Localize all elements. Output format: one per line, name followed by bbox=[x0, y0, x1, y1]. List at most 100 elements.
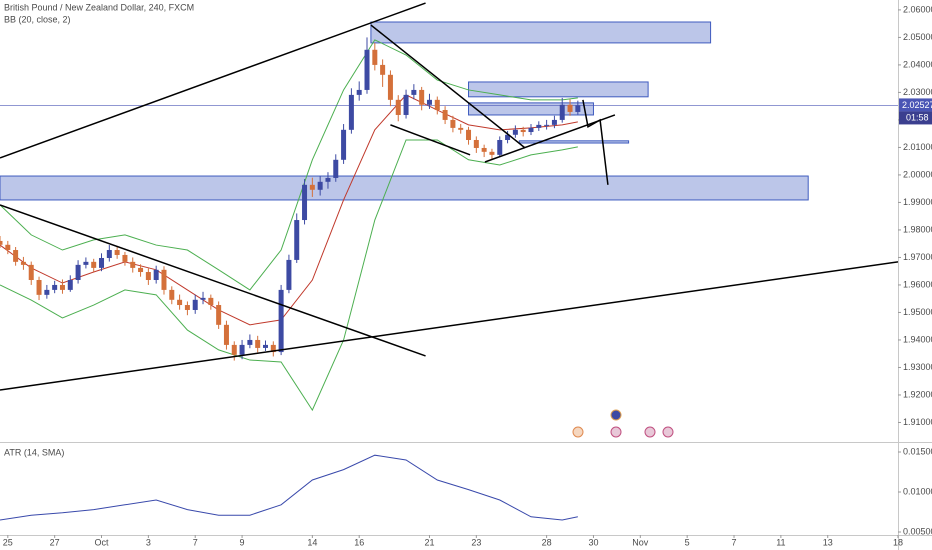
candle-body bbox=[91, 261, 97, 268]
x-tick-label: 7 bbox=[732, 537, 737, 547]
candle-body bbox=[528, 127, 534, 133]
y-tick-label: 1.94000 bbox=[903, 334, 932, 344]
indicator-label: BB (20, close, 2) bbox=[4, 14, 71, 24]
candle-body bbox=[559, 104, 565, 120]
candle-body bbox=[28, 264, 34, 280]
x-tick-label: 16 bbox=[354, 537, 364, 547]
candle-body bbox=[497, 139, 503, 155]
candle-body bbox=[114, 250, 120, 255]
candle-body bbox=[325, 177, 331, 182]
x-tick-label: 7 bbox=[193, 537, 198, 547]
y-tick-label: 1.96000 bbox=[903, 279, 932, 289]
candle-body bbox=[130, 261, 136, 268]
candle-body bbox=[481, 147, 487, 152]
x-tick-label: 5 bbox=[685, 537, 690, 547]
atr-label: ATR (14, SMA) bbox=[4, 447, 64, 457]
candle-body bbox=[419, 89, 425, 105]
candle-body bbox=[36, 279, 42, 295]
candle-body bbox=[380, 64, 386, 75]
candle-body bbox=[544, 124, 550, 126]
event-icon[interactable] bbox=[662, 426, 674, 438]
candle-body bbox=[458, 127, 464, 130]
candle-body bbox=[145, 272, 151, 280]
candle-body bbox=[426, 99, 432, 105]
candle-body bbox=[536, 124, 542, 128]
trend-line bbox=[484, 114, 616, 163]
candle-body bbox=[5, 244, 11, 251]
candle-body bbox=[106, 250, 112, 258]
candle-body bbox=[575, 105, 581, 112]
candle-body bbox=[372, 49, 378, 65]
trend-line bbox=[370, 24, 526, 149]
candle-body bbox=[403, 94, 409, 115]
chart-title: British Pound / New Zealand Dollar, 240,… bbox=[4, 2, 194, 12]
candle-body bbox=[247, 339, 253, 345]
candle-body bbox=[231, 344, 237, 355]
bollinger-band bbox=[0, 94, 578, 326]
trend-line bbox=[582, 99, 609, 185]
zone bbox=[468, 81, 649, 98]
trend-line bbox=[0, 2, 426, 159]
x-tick-label: Nov bbox=[632, 537, 649, 547]
candle-body bbox=[520, 129, 526, 133]
y-tick-label: 1.91000 bbox=[903, 417, 932, 427]
x-tick-label: 3 bbox=[146, 537, 151, 547]
candle-body bbox=[309, 184, 315, 190]
candle-body bbox=[473, 139, 479, 148]
candle-body bbox=[75, 264, 81, 280]
countdown-label: 01:58 bbox=[906, 112, 929, 122]
x-tick-label: 18 bbox=[893, 537, 903, 547]
bollinger-band bbox=[0, 139, 578, 412]
x-tick-label: 9 bbox=[240, 537, 245, 547]
event-icon[interactable] bbox=[644, 426, 656, 438]
candle-body bbox=[302, 184, 308, 221]
candle-body bbox=[387, 74, 393, 100]
main-panel bbox=[0, 2, 898, 412]
candle-body bbox=[294, 220, 300, 260]
candle-body bbox=[442, 110, 448, 120]
y-tick-label: 2.05000 bbox=[903, 32, 932, 42]
x-tick-label: 11 bbox=[776, 537, 785, 547]
x-tick-label: 25 bbox=[3, 537, 13, 547]
candle-body bbox=[138, 267, 144, 273]
x-tick-label: 21 bbox=[424, 537, 434, 547]
candle-body bbox=[59, 284, 65, 290]
candle-body bbox=[551, 119, 557, 125]
candle-body bbox=[395, 99, 401, 115]
candle-body bbox=[317, 181, 323, 190]
candle-body bbox=[44, 289, 50, 295]
event-icon[interactable] bbox=[610, 409, 622, 421]
y-tick-label: 1.92000 bbox=[903, 389, 932, 399]
candle-body bbox=[192, 299, 198, 310]
y-tick-label: 1.98000 bbox=[903, 224, 932, 234]
y-tick-label: 1.93000 bbox=[903, 362, 932, 372]
y-tick-label: 0.01500 bbox=[903, 446, 932, 456]
zone bbox=[518, 140, 630, 144]
candle-body bbox=[466, 129, 472, 140]
event-icon[interactable] bbox=[572, 426, 584, 438]
candle-body bbox=[177, 299, 183, 306]
candle-body bbox=[286, 259, 292, 290]
last-price-box bbox=[899, 98, 932, 112]
countdown-box bbox=[899, 111, 932, 125]
candle-body bbox=[208, 297, 214, 306]
candle-body bbox=[200, 297, 206, 300]
x-tick-label: 14 bbox=[307, 537, 317, 547]
x-tick-label: 13 bbox=[823, 537, 833, 547]
event-icons bbox=[572, 409, 674, 438]
x-tick-label: 28 bbox=[542, 537, 552, 547]
y-tick-label: 2.04000 bbox=[903, 59, 932, 69]
y-tick-label: 2.06000 bbox=[903, 4, 932, 14]
candle-body bbox=[67, 279, 73, 290]
x-tick-label: Oct bbox=[95, 537, 110, 547]
last-price-label: 2.02527 bbox=[902, 100, 932, 110]
event-icon[interactable] bbox=[610, 426, 622, 438]
candle-body bbox=[348, 94, 354, 130]
trend-line bbox=[0, 261, 898, 391]
candle-body bbox=[341, 129, 347, 160]
